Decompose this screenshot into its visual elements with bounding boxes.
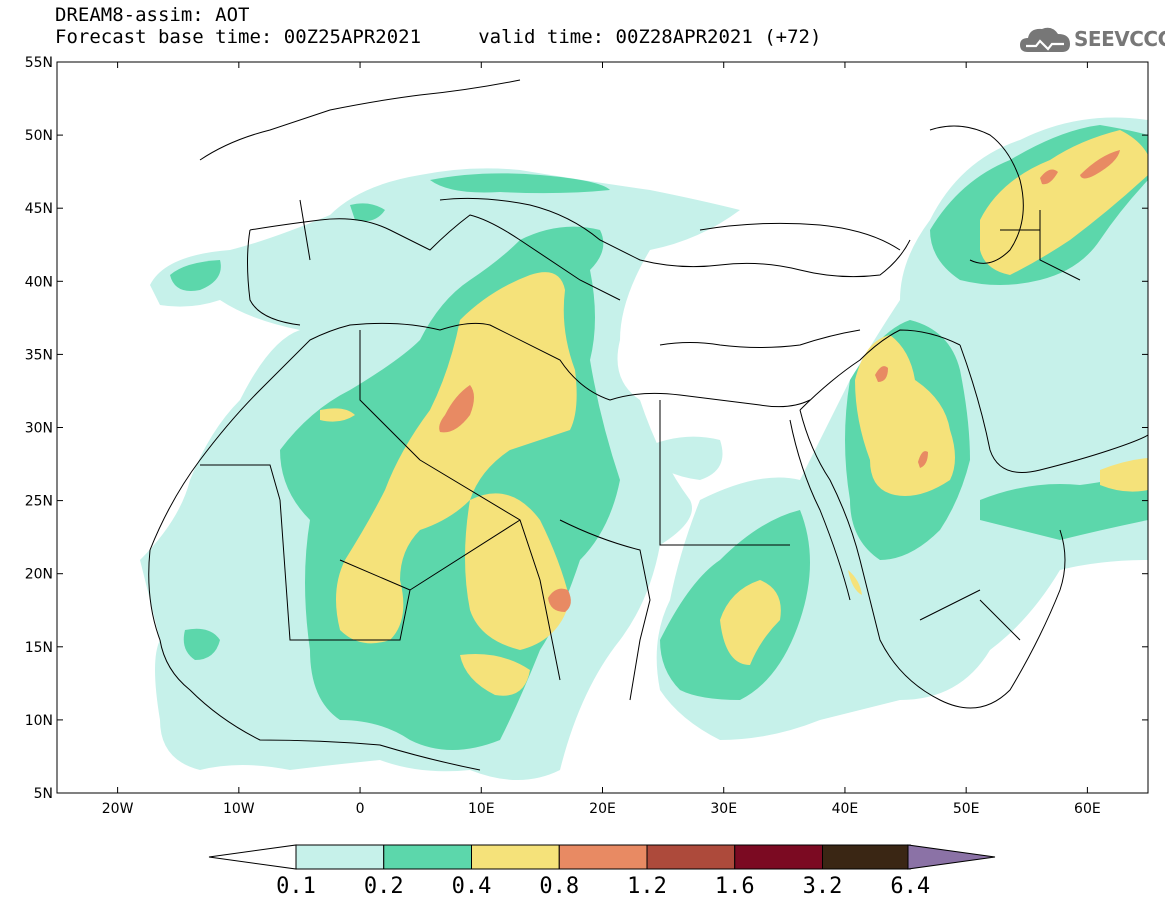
colorbar-segment — [558, 844, 648, 870]
colorbar-segment — [295, 844, 385, 870]
lat-tick-label: 20N — [25, 567, 53, 583]
lat-tick-label: 25N — [25, 494, 53, 510]
colorbar-segment — [734, 844, 823, 870]
colorbar-threshold-label: 1.2 — [627, 874, 667, 899]
lon-tick-label: 0 — [356, 801, 365, 817]
longitude-axis: 20W 10W 0 10E 20E 30E 40E 50E 60E — [102, 62, 1101, 817]
lat-tick-label: 10N — [25, 713, 53, 729]
map-title: DREAM8-assim: AOT — [55, 4, 250, 26]
lon-tick-label: 50E — [953, 801, 980, 817]
lat-tick-label: 50N — [25, 128, 53, 144]
aot-level-0.8 — [439, 150, 1120, 612]
logo-text: SEEVCCC — [1074, 27, 1165, 51]
lat-tick-label: 35N — [25, 347, 53, 363]
lon-tick-label: 20W — [102, 801, 134, 817]
cloud-icon — [1020, 27, 1070, 52]
colorbar-threshold-label: 3.2 — [803, 874, 843, 899]
colorbar-segments — [295, 844, 911, 870]
latitude-axis: 5N 10N 15N 20N 25N 30N 35N 40N 45N 50N 55N — [25, 55, 1148, 802]
colorbar-underflow-arrow — [208, 844, 297, 870]
lon-tick-label: 30E — [710, 801, 737, 817]
seevccc-logo: SEEVCCC — [1018, 22, 1165, 58]
colorbar-overflow-arrow — [907, 844, 996, 870]
colorbar-segment — [383, 844, 472, 870]
forecast-time-subtitle: Forecast base time: 00Z25APR2021 valid t… — [55, 26, 822, 48]
colorbar-threshold-label: 6.4 — [890, 874, 930, 899]
colorbar-segment — [646, 844, 736, 870]
lat-tick-label: 45N — [25, 201, 53, 217]
lon-tick-label: 60E — [1074, 801, 1101, 817]
coastlines-and-borders — [148, 79, 1148, 771]
colorbar-threshold-label: 0.1 — [276, 874, 316, 899]
lat-tick-label: 55N — [25, 55, 53, 71]
aot-contour-fields — [140, 117, 1148, 781]
colorbar-threshold-label: 0.2 — [364, 874, 404, 899]
lat-tick-label: 40N — [25, 274, 53, 290]
lon-tick-label: 40E — [832, 801, 859, 817]
colorbar-threshold-label: 0.8 — [539, 874, 579, 899]
lat-tick-label: 5N — [34, 786, 53, 802]
colorbar-threshold-label: 1.6 — [715, 874, 755, 899]
lat-tick-label: 30N — [25, 421, 53, 437]
colorbar: 0.1 0.2 0.4 0.8 1.2 1.6 3.2 6.4 — [208, 844, 996, 899]
colorbar-segment — [822, 844, 911, 870]
colorbar-labels: 0.1 0.2 0.4 0.8 1.2 1.6 3.2 6.4 — [276, 874, 930, 899]
lon-tick-label: 20E — [589, 801, 616, 817]
colorbar-threshold-label: 0.4 — [452, 874, 492, 899]
lon-tick-label: 10W — [223, 801, 255, 817]
colorbar-segment — [471, 844, 560, 870]
lon-tick-label: 10E — [468, 801, 495, 817]
lat-tick-label: 15N — [25, 640, 53, 656]
